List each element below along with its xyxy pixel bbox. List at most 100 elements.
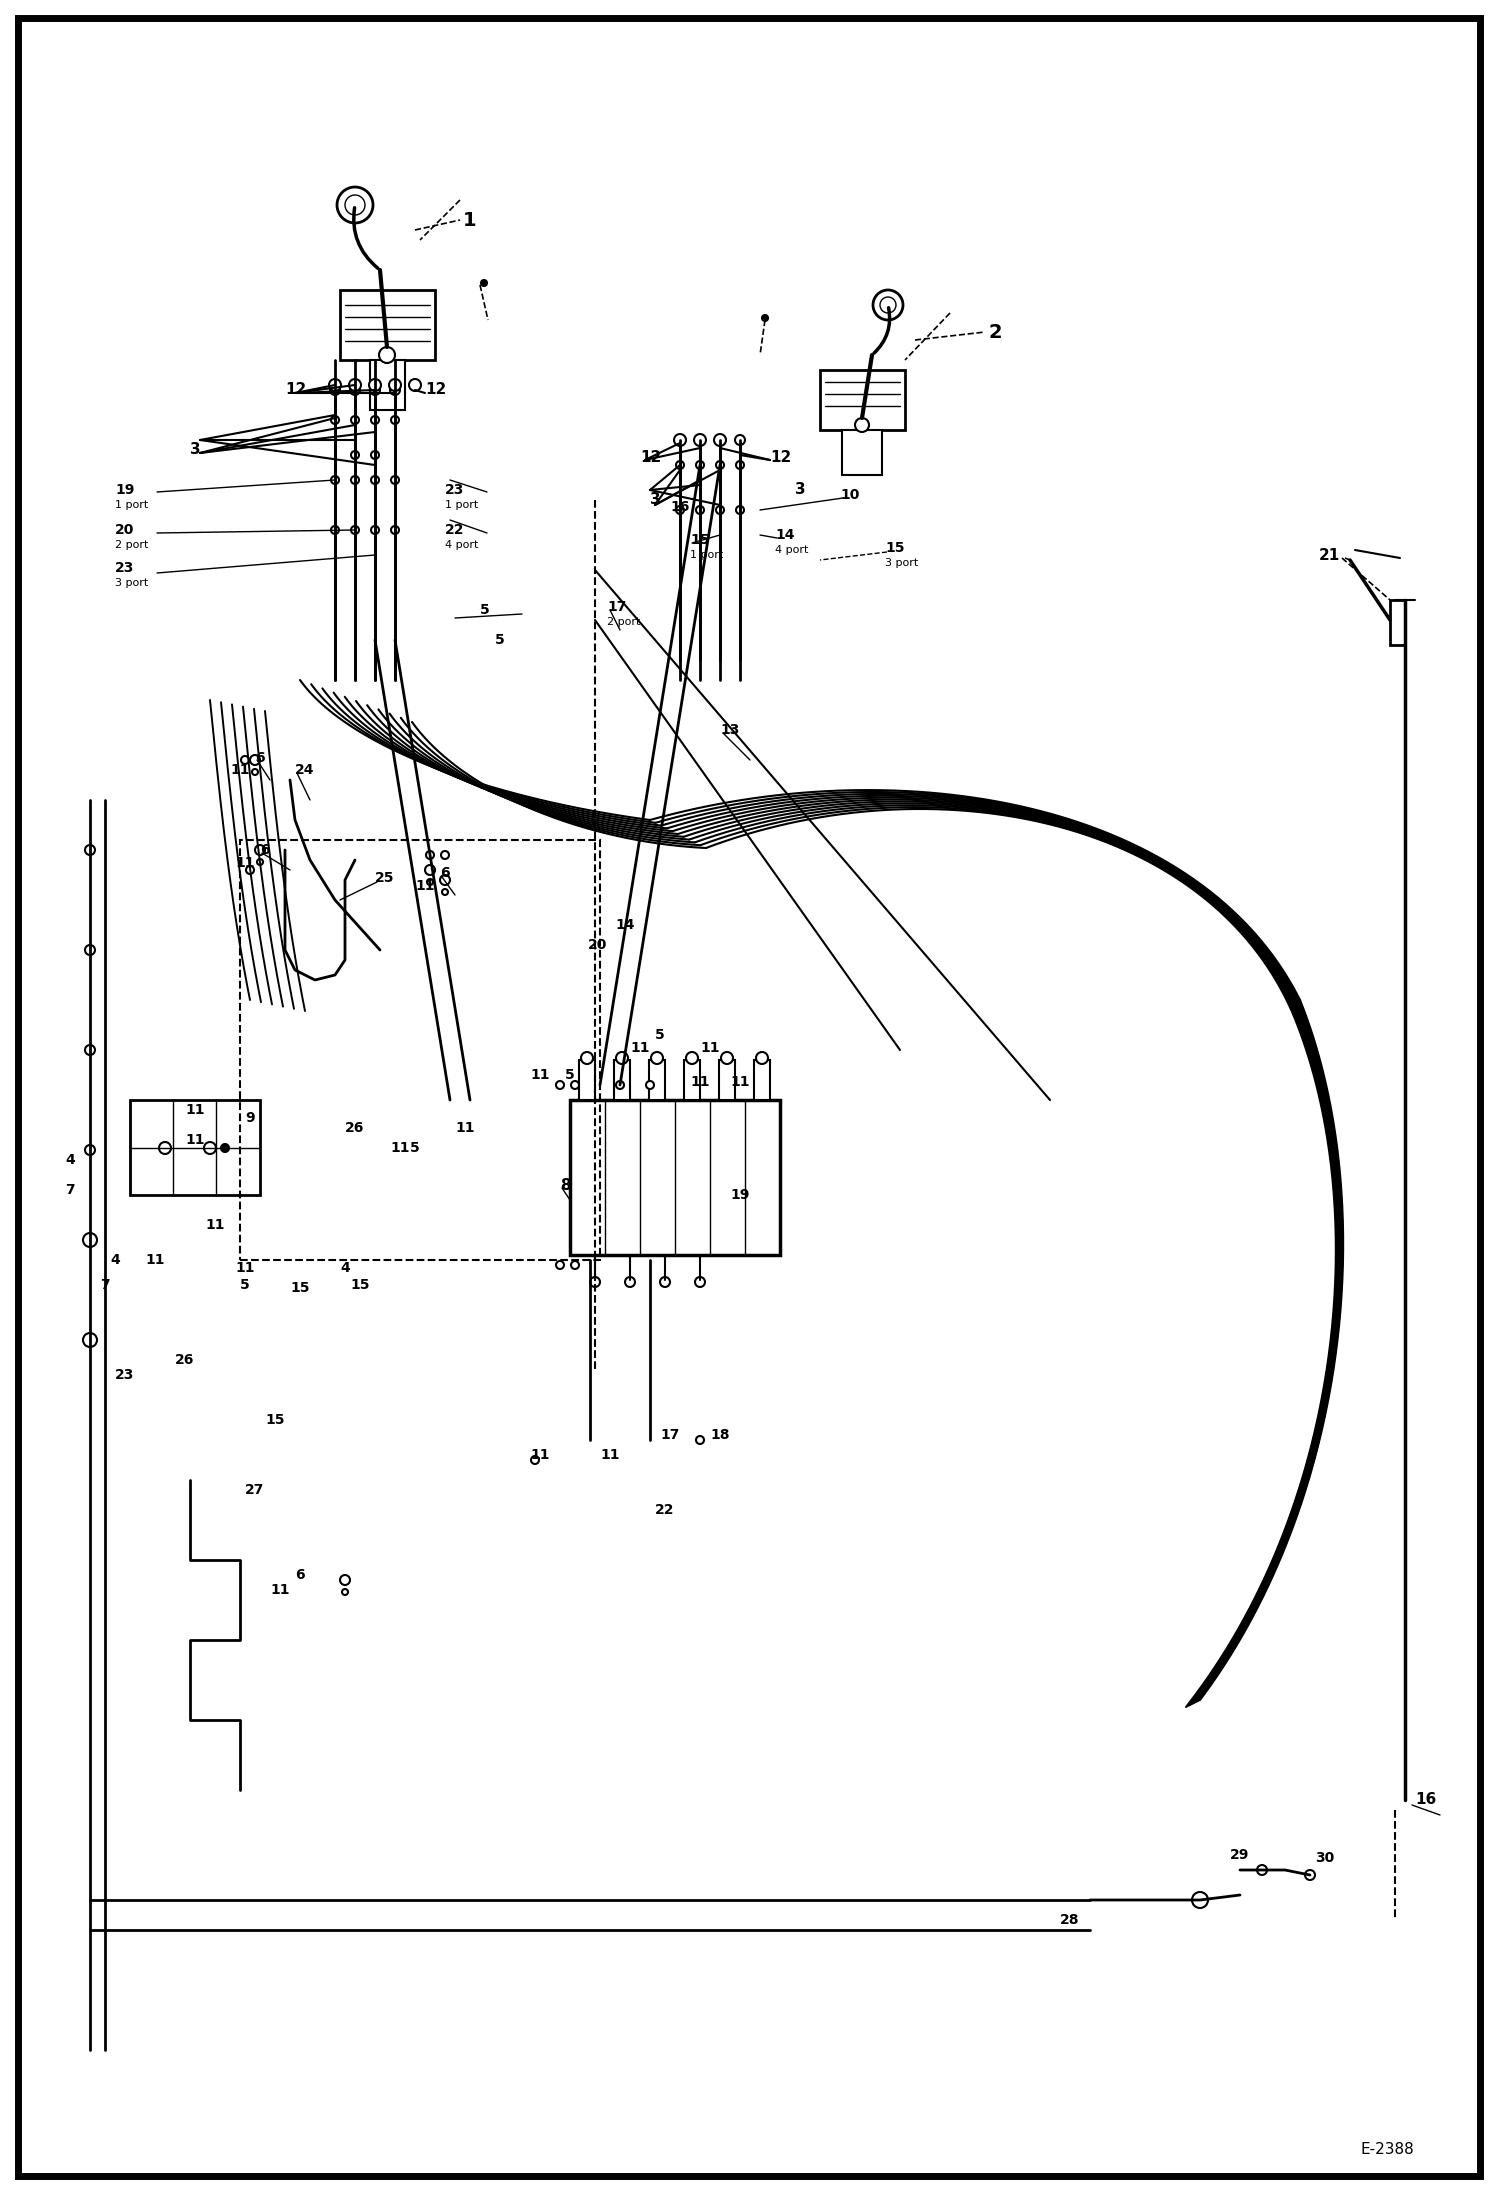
Bar [842,430,882,474]
Circle shape [736,434,745,445]
Text: 3: 3 [795,483,806,498]
Circle shape [351,476,360,485]
Text: 5: 5 [479,603,490,617]
Bar [614,1060,631,1099]
Text: 4: 4 [64,1154,75,1167]
Text: 11: 11 [145,1253,165,1266]
Text: 11: 11 [389,1141,409,1154]
Circle shape [440,875,449,884]
Text: 7: 7 [64,1183,75,1198]
Text: 14: 14 [616,917,635,932]
Circle shape [372,452,379,459]
Text: 3 port: 3 port [115,577,148,588]
Circle shape [697,1437,704,1444]
Circle shape [716,461,724,470]
Text: 16: 16 [1416,1792,1437,1808]
Text: 12: 12 [640,450,661,465]
Circle shape [351,384,360,395]
Text: 1 port: 1 port [445,500,478,509]
Circle shape [389,384,400,395]
Text: 1: 1 [463,211,476,230]
Text: 8: 8 [560,1178,571,1194]
Circle shape [440,851,449,860]
Circle shape [349,380,361,391]
Circle shape [250,755,261,766]
Circle shape [715,434,727,445]
Circle shape [391,417,398,423]
Text: 18: 18 [710,1428,730,1441]
Circle shape [556,1262,565,1268]
Circle shape [1305,1869,1315,1880]
Circle shape [372,527,379,533]
Circle shape [697,507,704,513]
Text: 10: 10 [840,487,860,502]
Text: 6: 6 [255,750,265,766]
Circle shape [425,851,434,860]
Bar [240,840,601,1259]
Text: 7: 7 [100,1277,109,1292]
Bar [685,1060,700,1099]
Text: 11: 11 [231,764,250,777]
Circle shape [625,1277,635,1288]
Circle shape [241,757,249,764]
Circle shape [389,380,401,391]
Text: 5: 5 [655,1029,665,1042]
Circle shape [652,1051,664,1064]
Text: 29: 29 [1230,1847,1249,1863]
Circle shape [715,434,725,445]
Bar [719,1060,736,1099]
Circle shape [571,1262,580,1268]
Text: 21: 21 [1318,548,1341,562]
Circle shape [530,1457,539,1463]
Text: 23: 23 [445,483,464,498]
Circle shape [391,527,398,533]
Text: 14: 14 [774,529,794,542]
Text: 11: 11 [601,1448,620,1461]
Text: 5: 5 [240,1277,250,1292]
Circle shape [331,476,339,485]
Text: 11: 11 [184,1104,205,1117]
Text: 11: 11 [270,1584,289,1597]
Circle shape [855,419,869,432]
Circle shape [736,507,745,513]
Circle shape [736,461,745,470]
Bar [340,290,434,360]
Text: 12: 12 [425,382,446,397]
Circle shape [721,1051,733,1064]
Text: 12: 12 [285,382,306,397]
Circle shape [616,1082,625,1088]
Circle shape [345,195,366,215]
Circle shape [85,1044,94,1055]
Bar [130,1099,261,1196]
Text: 5: 5 [410,1141,419,1154]
Circle shape [697,461,704,470]
Circle shape [676,434,685,445]
Circle shape [590,1277,601,1288]
Circle shape [351,417,360,423]
Text: E-2388: E-2388 [1360,2144,1414,2157]
Circle shape [1192,1891,1207,1909]
Text: 11: 11 [691,1075,710,1088]
Text: 22: 22 [445,522,464,538]
Text: 11: 11 [184,1132,205,1147]
Text: 30: 30 [1315,1852,1335,1865]
Text: 28: 28 [1061,1913,1080,1926]
Text: 3: 3 [190,443,201,459]
Text: 4 port: 4 port [774,544,809,555]
Circle shape [258,860,264,864]
Circle shape [676,507,685,513]
Circle shape [716,507,724,513]
Circle shape [342,1588,348,1595]
Bar [753,1060,770,1099]
Text: 11: 11 [455,1121,475,1134]
Circle shape [661,1277,670,1288]
Bar [649,1060,665,1099]
Text: 26: 26 [175,1354,195,1367]
Circle shape [351,527,360,533]
Text: 1 port: 1 port [115,500,148,509]
Circle shape [391,476,398,485]
Circle shape [409,380,421,391]
Circle shape [694,434,706,445]
Circle shape [425,864,434,875]
Text: 23: 23 [115,562,135,575]
